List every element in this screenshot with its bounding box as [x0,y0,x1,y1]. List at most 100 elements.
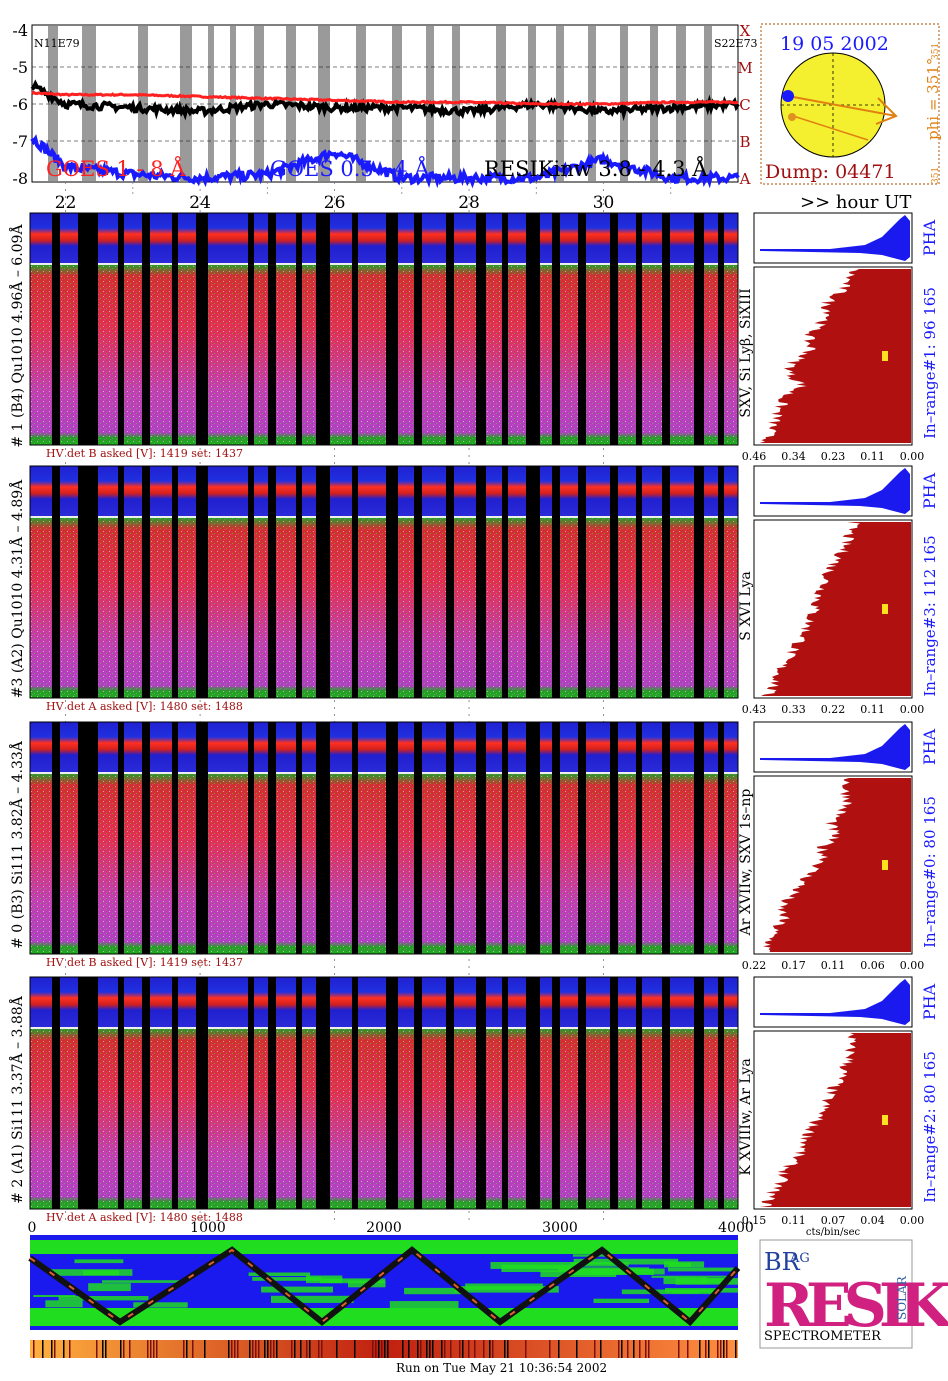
data-gap-stripe [316,213,330,445]
data-gap-stripe [52,722,60,954]
data-gap-stripe [248,722,254,954]
data-gap-stripe [476,977,486,1209]
strip-mark [708,1340,710,1358]
spectrum-profile [763,778,911,952]
goes-data-gap [48,26,58,181]
bottom-x-ticks: 0 1000 2000 3000 4000 [28,1220,754,1236]
pha-histogram [760,724,910,770]
pha-strip [30,977,738,1027]
spectrum-texture [30,774,738,954]
data-gap-stripe [476,722,486,954]
pha-histogram [760,979,910,1025]
line-identification-label: K XVIIIw, Ar Lya [738,1058,754,1175]
data-gap-stripe [526,722,540,954]
bottom-structure [573,1258,679,1265]
data-gap-stripe [526,213,540,445]
data-gap-stripe [662,213,670,445]
logo-letters: RESIK [764,1271,948,1341]
strip-mark [318,1340,320,1358]
detector-panel: # 0 (B3) Si111 3.82Å – 4.33Å HV det B ask… [8,721,939,972]
strip-mark [354,1340,356,1358]
data-gap-stripe [196,977,208,1209]
profile-marker [882,604,888,614]
data-gap-stripe [578,466,586,698]
data-gap-stripe [526,977,540,1209]
goes-y-ticks: -4 -5 -6 -7 -8 [12,21,28,188]
spectrum-texture [30,265,738,445]
line-identification-label: Ar XVIIw, SXV 1s–np [738,789,754,937]
goes-lightcurve-panel: -4 -5 -6 -7 -8 X M C B A N11E79 S22E73 GOES 1 - … [12,21,911,1222]
data-gap-stripe [636,977,642,1209]
data-gap-stripe [552,722,560,954]
data-gap-stripe [316,977,330,1209]
data-gap-stripe [268,213,276,445]
strip-mark [618,1340,620,1358]
left-region-label: N11E79 [34,37,80,50]
data-gap-stripe [316,722,330,954]
data-gap-stripe [578,722,586,954]
data-gap-stripe [118,466,124,698]
bottom-strip-marks [33,1340,737,1358]
strip-mark [381,1340,383,1358]
bottom-structure [261,1286,333,1293]
pha-histogram [760,468,910,514]
bottom-structure [465,1283,543,1290]
data-gap-stripe [446,977,454,1209]
data-gap-stripe [636,466,642,698]
data-gap-stripe [446,213,454,445]
hv-label: HV det A asked [V]: 1480 set: 1488 [46,700,243,713]
strip-mark [687,1340,689,1358]
spectrum-profile [759,269,911,443]
strip-mark [483,1340,485,1358]
strip-mark [96,1340,98,1358]
data-gap-stripe [142,213,150,445]
detector-panel: #3 (A2) Qu1010 4.31Å – 4.89Å HV det A ask… [8,465,939,716]
profile-marker [882,860,888,870]
data-gap-stripe [52,213,60,445]
strip-mark [120,1340,122,1358]
profile-tick-label: 0.00 [900,1214,925,1227]
goes-class-label: A [739,170,751,188]
profile-tick-label: 0.11 [860,450,885,463]
goes-class-label: B [739,133,750,151]
in-range-label: In–range#0: 80 165 [921,796,939,948]
goes-data-gap [180,26,192,181]
resik-logo: RESIK BR AG SOLAR SPECTROMETER [759,1239,948,1349]
strip-mark [426,1340,428,1358]
strip-mark [600,1340,602,1358]
strip-mark [267,1340,269,1358]
goes-class-label: C [739,96,750,114]
goes-class-label: M [737,59,752,77]
strip-mark [417,1340,419,1358]
data-gap-stripe [172,466,178,698]
strip-mark [525,1340,527,1358]
strip-mark [63,1340,65,1358]
phi-side-label: 351 [931,43,941,60]
bottom-x-tick-label: 1000 [190,1220,226,1236]
data-gap-stripe [172,722,178,954]
strip-mark [294,1340,296,1358]
goes-y-tick-label: -7 [12,132,28,151]
strip-mark [153,1340,155,1358]
profile-tick-label: 0.11 [781,1214,806,1227]
data-gap-stripe [78,466,98,698]
detector-frame [29,212,739,446]
data-gap-stripe [268,977,276,1209]
goes-data-gap [82,26,96,181]
profile-marker [882,351,888,361]
logo-small-1: BR [764,1248,801,1276]
data-gap-stripe [662,977,670,1209]
data-gap-stripe [172,977,178,1209]
profile-tick-label: 0.00 [900,703,925,716]
legend-goes2: GOES 0.5 - 4 Å [270,156,430,181]
bottom-panel: 0 1000 2000 3000 4000 Run on Tue May 21 10:3… [28,1220,754,1375]
bottom-structure [668,1262,691,1267]
strip-mark [441,1340,443,1358]
bottom-structure [389,1301,459,1309]
profile-tick-label: 0.22 [742,959,767,972]
logo-small-2: AG [789,1251,810,1266]
data-gap-stripe [694,466,704,698]
bottom-structure [58,1296,149,1301]
detector-frame [29,465,739,699]
